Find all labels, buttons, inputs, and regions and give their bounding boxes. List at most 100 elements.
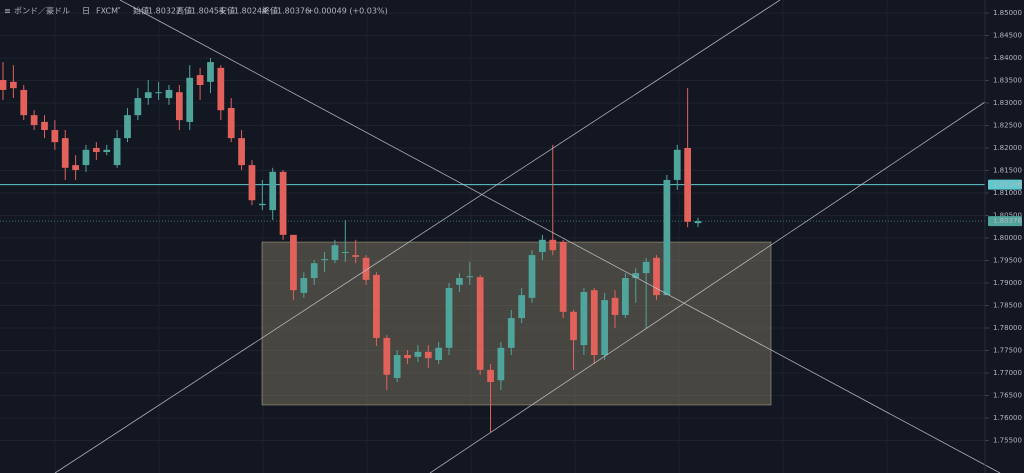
candle-body <box>41 121 48 131</box>
candle-body <box>61 138 69 168</box>
candles <box>0 58 702 432</box>
y-tick-label: 1.79500 <box>993 257 1022 265</box>
candle-body <box>217 67 225 111</box>
candle-body <box>82 149 90 166</box>
y-tick-label: 1.83000 <box>993 99 1022 107</box>
zone <box>261 241 772 406</box>
y-tick-label: 1.84000 <box>993 54 1022 62</box>
candle-body <box>570 311 577 341</box>
last-price-label: 1.80376 <box>993 217 1022 225</box>
change: +0.00049 (+0.03%) <box>307 7 388 16</box>
y-tick-label: 1.82500 <box>993 122 1022 130</box>
candle-body <box>383 337 391 375</box>
dropdown[interactable]: ˅ <box>117 7 121 16</box>
candle-body <box>539 239 546 252</box>
candle-body <box>20 89 28 116</box>
price-line-label-box <box>988 179 1022 190</box>
candle-body <box>0 80 7 90</box>
candle-body <box>476 277 484 370</box>
candle-body <box>10 81 17 89</box>
candle-body <box>51 130 59 143</box>
interval: 日 <box>82 7 90 16</box>
candle-body <box>207 62 214 82</box>
candle-body <box>684 148 691 222</box>
candle-body <box>279 171 287 235</box>
candle-body <box>559 242 567 312</box>
candle-body <box>601 300 609 356</box>
candle-body <box>642 261 650 274</box>
y-tick-label: 1.76000 <box>993 414 1022 422</box>
ohlc-value: 1.80376 <box>277 7 310 16</box>
last-price-label-box <box>988 216 1022 227</box>
candle-body <box>196 75 204 86</box>
candle-body <box>352 255 360 257</box>
candle-body <box>518 295 526 319</box>
candle-body <box>72 165 79 171</box>
candle-body <box>653 257 660 296</box>
y-tick-label: 1.77500 <box>993 347 1022 355</box>
candle-body <box>528 255 536 298</box>
source: FXCM <box>96 7 118 16</box>
y-tick-label: 1.84500 <box>993 32 1022 40</box>
candle-body <box>590 290 598 356</box>
candle-body <box>673 149 681 180</box>
candle-body <box>124 115 131 139</box>
candle-body <box>487 369 494 383</box>
y-tick-label: 1.78500 <box>993 302 1022 310</box>
candle-body <box>393 355 401 378</box>
candle-body <box>30 115 38 126</box>
candle-body <box>632 273 640 279</box>
ohlc-value: 1.80327 <box>148 7 181 16</box>
candle-body <box>507 318 515 348</box>
candle-body <box>186 77 194 122</box>
y-tick-label: 1.81000 <box>993 189 1022 197</box>
candle-body <box>227 107 235 139</box>
candle-body <box>175 92 183 121</box>
candle-body <box>424 351 432 359</box>
candle-body <box>258 203 266 206</box>
candle-body <box>103 149 111 153</box>
candle-body <box>497 347 505 381</box>
candle-body <box>248 165 256 201</box>
y-tick-label: 1.80000 <box>993 234 1022 242</box>
ohlc-label: 高値 <box>176 6 192 16</box>
candle-body <box>134 98 142 116</box>
y-tick-label: 1.76500 <box>993 392 1022 400</box>
candle-body <box>445 287 453 348</box>
grid <box>0 0 985 473</box>
y-tick-label: 1.80500 <box>993 212 1022 220</box>
trend-line <box>54 0 781 473</box>
y-tick-label: 1.85000 <box>993 9 1022 17</box>
candle-body <box>310 263 318 279</box>
y-tick-label: 1.83500 <box>993 77 1022 85</box>
ohlc-value: 1.80244 <box>234 7 267 16</box>
price-line-label: 1.81186 <box>993 181 1022 189</box>
candle-body <box>456 278 463 285</box>
candle-body <box>404 355 411 359</box>
y-tick-label: 1.81500 <box>993 167 1022 175</box>
menu-icon[interactable]: ≡ <box>4 7 11 16</box>
candle-body <box>373 274 380 338</box>
price-axis: 1.85000 1.84500 1.84000 1.83500 1.83000 1.825… <box>985 9 1022 445</box>
candle-body <box>238 138 245 166</box>
candle-body <box>155 92 162 94</box>
candle-body <box>165 89 173 99</box>
candle-body <box>466 276 474 278</box>
candle-body <box>435 347 443 360</box>
y-tick-label: 1.78000 <box>993 324 1022 332</box>
ohlc-value: 1.80454 <box>191 7 224 16</box>
candle-body <box>341 251 349 253</box>
trend-line <box>429 101 986 473</box>
candle-body <box>92 148 100 153</box>
candle-body <box>300 278 308 293</box>
candle-body <box>622 278 629 315</box>
candle-body <box>269 171 277 211</box>
y-tick-label: 1.79000 <box>993 279 1022 287</box>
ohlc-label: 安値 <box>219 6 235 16</box>
candle-body <box>549 239 557 251</box>
zone-box <box>261 241 772 406</box>
candle-body <box>414 351 422 357</box>
